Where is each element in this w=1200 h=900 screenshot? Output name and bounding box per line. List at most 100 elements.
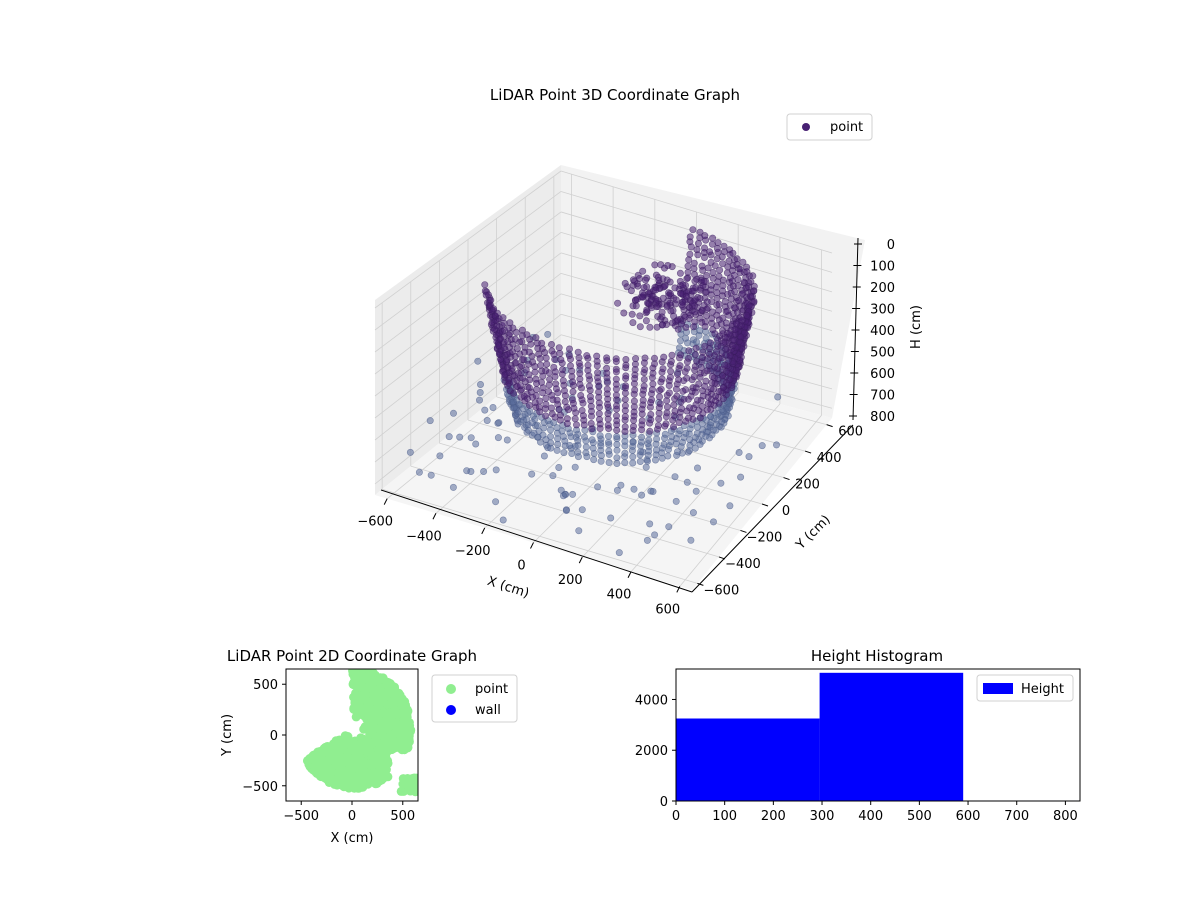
data-point (693, 357, 701, 365)
data-point (357, 757, 367, 767)
gridline (374, 232, 562, 375)
data-point (674, 325, 682, 333)
data-point (690, 259, 698, 267)
data-point (664, 261, 672, 269)
gridline (560, 170, 833, 254)
data-point (636, 312, 644, 320)
data-point (696, 414, 704, 422)
data-point (535, 350, 543, 358)
data-point (576, 369, 584, 377)
data-point (700, 277, 708, 285)
data-point (467, 467, 475, 475)
data-point (691, 296, 699, 304)
data-point (511, 335, 519, 343)
data-point (701, 342, 709, 350)
data-point (658, 375, 666, 383)
data-point (663, 409, 671, 417)
data-point (693, 464, 701, 472)
data-point (321, 771, 331, 781)
data-point (692, 338, 700, 346)
hist-bar (819, 672, 964, 801)
data-point (629, 319, 637, 327)
data-point (720, 361, 728, 369)
data-point (569, 490, 577, 498)
y-tick-label: 0 (660, 795, 668, 810)
data-point (613, 446, 621, 454)
data-point (629, 453, 637, 461)
data-point (686, 436, 694, 444)
data-point (583, 352, 591, 360)
data-point (690, 373, 698, 381)
data-point (472, 440, 480, 448)
data-point (544, 330, 552, 338)
data-point (646, 323, 654, 331)
data-point (645, 447, 653, 455)
data-point (518, 338, 526, 346)
data-point (739, 258, 747, 266)
gridline (374, 191, 562, 331)
y-tick-label: 0 (270, 729, 278, 744)
data-point (690, 323, 698, 331)
data-point (738, 316, 746, 324)
y-tick-mark (761, 503, 769, 507)
y-tick-label: −500 (242, 780, 278, 795)
data-point (566, 441, 574, 449)
data-point (735, 448, 743, 456)
data-point (604, 410, 612, 418)
data-point (638, 491, 646, 499)
data-point (394, 688, 404, 698)
data-point (733, 255, 741, 263)
data-point (640, 375, 648, 383)
data-point (344, 780, 354, 790)
data-point (358, 671, 368, 681)
data-point (555, 463, 563, 471)
z-tick-label: 500 (870, 346, 895, 361)
z-tick-label: 600 (870, 367, 895, 382)
x-tick-label: 400 (858, 809, 883, 824)
chart-2d-ticks: −500 −500 0 0 500 500 (242, 678, 415, 824)
data-point (686, 404, 694, 412)
data-point (518, 326, 526, 334)
data-point (536, 397, 544, 405)
y-tick-label: −600 (704, 583, 740, 598)
data-point (449, 409, 457, 417)
data-point (686, 250, 694, 258)
data-point (456, 433, 464, 441)
chart-3d-x-axis-line (380, 489, 693, 593)
data-point (749, 272, 757, 280)
data-point (604, 421, 612, 429)
data-point (580, 433, 588, 441)
data-point (666, 289, 674, 297)
data-point (578, 406, 586, 414)
data-point (396, 786, 406, 796)
data-point (657, 315, 665, 323)
data-point (699, 348, 707, 356)
data-point (603, 385, 611, 393)
data-point (495, 419, 503, 427)
x-tick-label: 100 (712, 809, 737, 824)
data-point (666, 278, 674, 286)
y-tick-label: 200 (795, 478, 820, 493)
data-point (533, 421, 541, 429)
data-point (409, 777, 418, 787)
data-point (378, 674, 388, 684)
data-point (729, 249, 737, 257)
data-point (669, 423, 677, 431)
data-point (568, 396, 576, 404)
data-point (671, 473, 679, 481)
data-point (574, 437, 582, 445)
data-point (643, 308, 651, 316)
data-point (334, 778, 344, 788)
data-point (378, 773, 388, 783)
data-point (700, 244, 708, 252)
data-point (659, 294, 667, 302)
data-point (613, 440, 621, 448)
data-point (499, 314, 507, 322)
data-point (652, 295, 660, 303)
data-point (706, 248, 714, 256)
data-point (732, 320, 740, 328)
data-point (582, 449, 590, 457)
data-point (612, 391, 620, 399)
data-point (585, 382, 593, 390)
x-tick-label: 0 (348, 809, 356, 824)
